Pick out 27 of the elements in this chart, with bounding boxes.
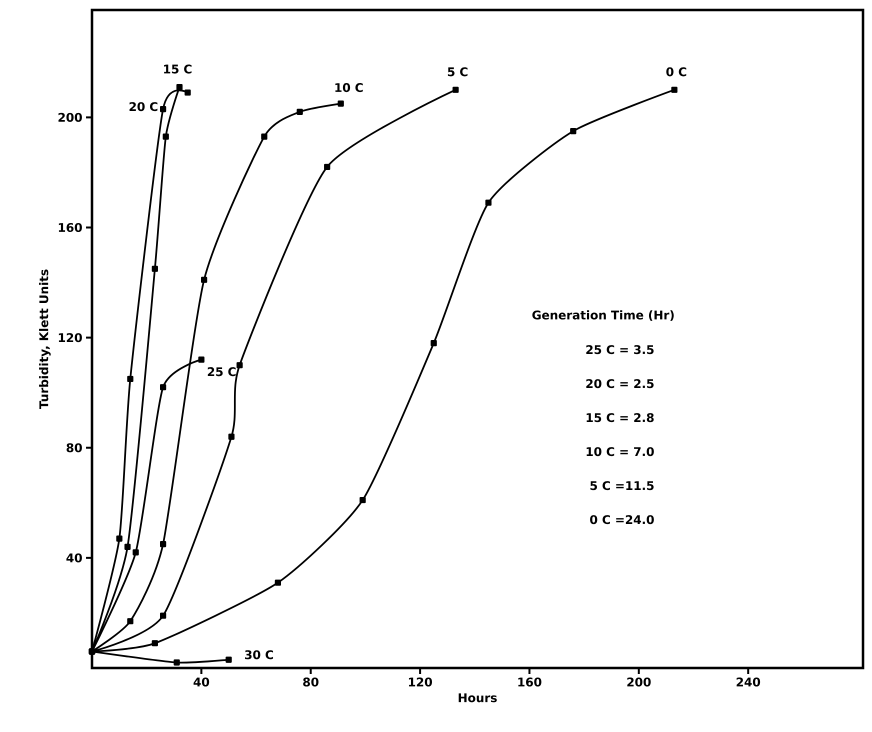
annotation: 20 C = 2.5 [586, 379, 654, 388]
x-tick-label: 120 [408, 677, 432, 687]
y-tick-label: 40 [66, 553, 82, 562]
x-tick-label: 40 [194, 677, 210, 687]
x-tick-label: 200 [627, 677, 651, 687]
y-tick-label: 120 [58, 333, 82, 342]
annotation: 10 C = 7.0 [586, 447, 654, 456]
x-axis-title: Hours [458, 693, 497, 702]
x-tick-label: 160 [518, 677, 542, 687]
annotation: 5 C =11.5 [590, 481, 654, 490]
series-label: 20 C [130, 102, 158, 112]
annotation: 15 C = 2.8 [586, 413, 654, 422]
y-tick-label: 200 [58, 112, 82, 122]
series-label: 0 C [666, 67, 686, 76]
series-label: 15 C [164, 64, 192, 74]
y-tick-label: 80 [66, 443, 82, 452]
x-tick-label: 80 [303, 677, 318, 687]
series-label: 10 C [335, 83, 363, 92]
series-label: 30 C [245, 650, 274, 660]
annotation: Generation Time (Hr) [532, 310, 674, 321]
series-label: 5 C [448, 67, 468, 76]
annotation: 0 C =24.0 [590, 515, 654, 524]
annotation: 25 C = 3.5 [586, 345, 654, 354]
y-axis-title: Turbidity, Klett Units [39, 270, 51, 409]
y-tick-label: 160 [58, 222, 82, 232]
series-label: 25 C [208, 367, 236, 376]
x-tick-label: 240 [736, 677, 760, 687]
